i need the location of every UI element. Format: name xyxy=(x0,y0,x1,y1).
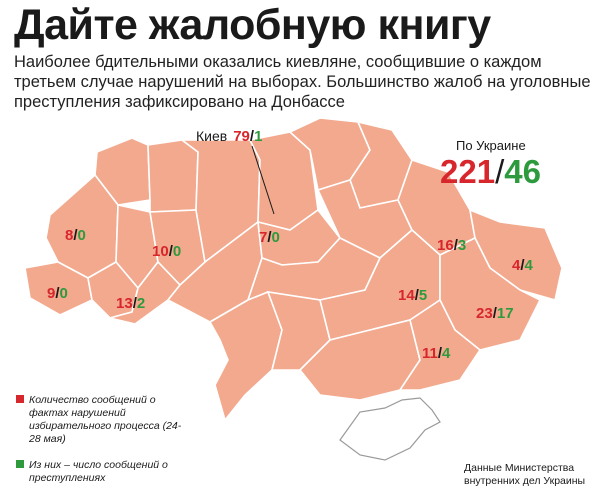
region-crimes: 0 xyxy=(77,227,86,244)
region-violations: 13 xyxy=(116,295,133,312)
region-violations: 23 xyxy=(476,305,493,322)
region-violations: 10 xyxy=(152,243,169,260)
region-label: 13/2 xyxy=(116,295,146,312)
kiev-violations: 79 xyxy=(233,128,250,145)
region-crimes: 4 xyxy=(524,257,533,274)
region-chernivtsi xyxy=(109,260,182,325)
totals-caption: По Украине xyxy=(456,138,526,153)
region-crimes: 0 xyxy=(59,285,68,302)
totals-crimes: 46 xyxy=(504,153,541,190)
region-crimes: 4 xyxy=(442,345,451,362)
region-label: 10/0 xyxy=(152,243,182,260)
totals-value: 221/46 xyxy=(440,153,541,190)
page-subtitle: Наиболее бдительными оказались киевляне,… xyxy=(14,53,591,111)
legend-violations: Количество сообщений о фактах нарушений … xyxy=(16,394,191,446)
region-crimes: 2 xyxy=(136,295,146,312)
region-crimes: 3 xyxy=(457,237,467,254)
region-label: 7/0 xyxy=(259,229,280,246)
region-label: 23/17 xyxy=(476,305,514,322)
region-crimes: 0 xyxy=(271,229,280,246)
source-note: Данные Министерства внутренних дел Украи… xyxy=(464,462,586,487)
totals-violations: 221 xyxy=(440,153,496,190)
kiev-label: Киев 79/1 xyxy=(196,128,263,145)
region-crimes: 0 xyxy=(172,243,182,260)
region-violations: 16 xyxy=(437,237,454,254)
region-crimes: 5 xyxy=(418,287,428,304)
region-violations: 8 xyxy=(65,227,74,244)
region-label: 16/3 xyxy=(437,237,467,254)
legend-crimes: Из них – число сообщений о преступлениях xyxy=(16,459,191,485)
legend-violations-label: Количество сообщений о фактах нарушений … xyxy=(29,394,182,445)
legend-crimes-swatch xyxy=(16,460,24,468)
region-label: 8/0 xyxy=(65,227,86,244)
page-title: Дайте жалобную книгу xyxy=(14,1,491,49)
region-label: 9/0 xyxy=(47,285,68,302)
kiev-name: Киев xyxy=(196,128,228,144)
region-zaporizhzhia xyxy=(398,298,482,391)
region-violations: 11 xyxy=(422,345,438,362)
kiev-crimes: 1 xyxy=(254,128,263,145)
legend-crimes-label: Из них – число сообщений о преступлениях xyxy=(29,459,168,484)
region-label: 4/4 xyxy=(512,257,533,274)
region-violations: 9 xyxy=(47,285,56,302)
region-violations: 7 xyxy=(259,229,268,246)
region-label: 14/5 xyxy=(398,287,428,304)
region-violations: 4 xyxy=(512,257,521,274)
region-crimes: 17 xyxy=(496,305,514,322)
region-label: 11/4 xyxy=(422,345,451,362)
crimea xyxy=(339,397,441,461)
region-odesa xyxy=(208,290,283,422)
region-violations: 14 xyxy=(398,287,415,304)
legend-violations-swatch xyxy=(16,395,24,403)
